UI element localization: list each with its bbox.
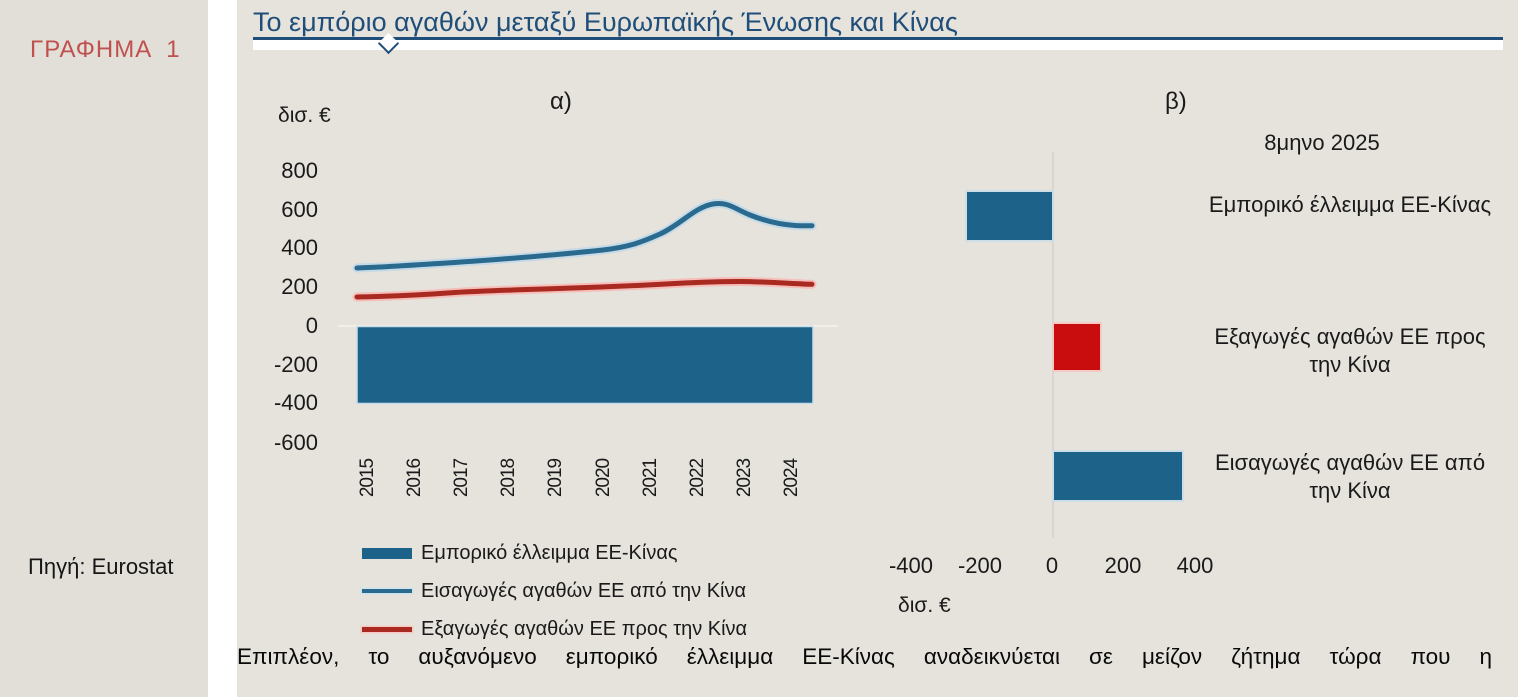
y-axis-tick: -200 (273, 352, 318, 377)
panel-b-label: β) (1165, 88, 1187, 115)
x-axis-year-label: 2018 (498, 458, 519, 498)
x-axis-year-label: 2016 (404, 458, 425, 498)
y-axis-tick: -400 (273, 390, 318, 415)
title-underline (253, 37, 1503, 40)
footer-paragraph: Επιπλέον, το αυξανόμενο εμπορικό έλλειμμ… (237, 644, 1492, 669)
legend-item-deficit: Εμπορικό έλλειμμα ΕΕ-Κίνας (362, 541, 747, 565)
source-label: Πηγή: Eurostat (28, 554, 174, 579)
panel-b-subtitle: 8μηνο 2025 (1264, 130, 1380, 155)
x-axis-year-label: 2020 (593, 458, 614, 498)
panel-a-plot (338, 199, 838, 405)
sidebar-panel (0, 0, 208, 697)
chart-title: Το εμπόριο αγαθών μεταξύ Ευρωπαϊκής Ένωσ… (253, 7, 958, 37)
legend-item-exports: Εξαγωγές αγαθών ΕΕ προς την Κίνα (362, 617, 747, 641)
exports-line-swatch-icon (362, 626, 412, 632)
imports-line (354, 201, 815, 271)
y-axis-tick: 800 (281, 158, 318, 183)
x-axis-year-label: 2022 (687, 458, 708, 498)
imports-line-swatch-icon (362, 589, 412, 593)
legend-item-imports: Εισαγωγές αγαθών ΕΕ από την Κίνα (362, 579, 747, 603)
y-axis-tick: 400 (281, 235, 318, 260)
x-axis-tick: -200 (957, 553, 1003, 578)
exports-bar (1054, 324, 1100, 370)
legend-item-label: Εισαγωγές αγαθών ΕΕ από την Κίνα (421, 579, 747, 602)
exports-line (354, 278, 815, 300)
imports-bar (1054, 452, 1182, 500)
category-label-exports: Εξαγωγές αγαθών ΕΕ προς την Κίνα (1214, 324, 1486, 377)
deficit-bar-swatch-icon (362, 547, 412, 559)
category-label-deficit: Εμπορικό έλλειμμα ΕΕ-Κίνας (1208, 192, 1492, 217)
x-axis-year-label: 2017 (451, 458, 472, 498)
legend-item-label: Εμπορικό έλλειμμα ΕΕ-Κίνας (421, 541, 678, 564)
title-underline-strip (253, 40, 1503, 50)
panel-a-unit-label: δισ. € (278, 104, 331, 127)
x-axis-tick: 200 (1104, 553, 1142, 578)
panel-a-label: α) (550, 88, 572, 115)
x-axis-tick: -400 (888, 553, 934, 578)
zero-axis-line (1052, 152, 1054, 538)
x-axis-year-label: 2021 (640, 458, 661, 498)
category-label-imports: Εισαγωγές αγαθών ΕΕ από την Κίνα (1214, 450, 1486, 503)
x-axis-tick: 0 (1045, 553, 1059, 578)
y-axis-tick: 200 (281, 274, 318, 299)
legend-item-label: Εξαγωγές αγαθών ΕΕ προς την Κίνα (421, 617, 748, 640)
y-axis-tick: 0 (305, 313, 318, 338)
x-axis-year-label: 2015 (357, 458, 378, 498)
x-axis-tick: 400 (1176, 553, 1214, 578)
figure-label: ΓΡΑΦΗΜΑ 1 (30, 36, 181, 63)
y-axis-tick: 600 (281, 197, 318, 222)
panel-divider (208, 0, 237, 697)
legend: Εμπορικό έλλειμμα ΕΕ-Κίνας Εισαγωγές αγα… (362, 541, 747, 655)
x-axis-year-label: 2023 (734, 458, 755, 498)
x-axis-year-label: 2024 (781, 458, 802, 498)
y-axis-tick: -600 (273, 430, 318, 455)
panel-b-unit-label: δισ. € (898, 594, 951, 617)
deficit-bar (967, 192, 1052, 240)
deficit-area (356, 325, 814, 405)
x-axis-year-label: 2019 (545, 458, 566, 498)
